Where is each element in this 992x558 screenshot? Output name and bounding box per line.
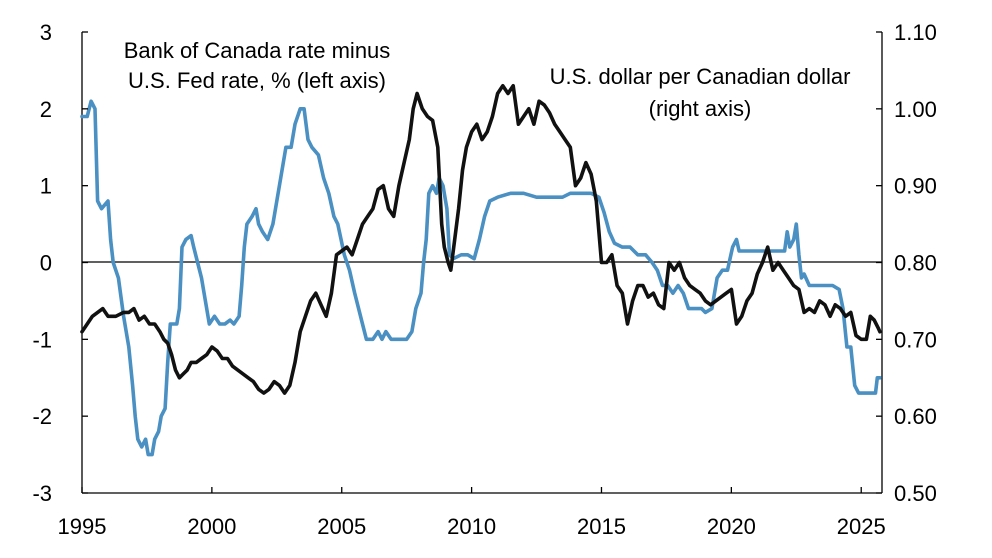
x-tick-label: 2015 [577,514,626,539]
x-tick-label: 2025 [837,514,886,539]
left-y-tick-label: 2 [40,97,52,122]
x-tick-label: 1995 [58,514,107,539]
right-y-tick-label: 1.10 [894,20,937,45]
tick-layer: 3 2 1 0 -1 -2 -3 1.10 1.00 0.90 0.80 0.70 0.60 0.50 19… [32,20,936,539]
right-y-tick-label: 0.90 [894,174,937,199]
left-y-tick-label: 1 [40,174,52,199]
right-y-tick-label: 0.50 [894,481,937,506]
left-y-tick-label: 3 [40,20,52,45]
series-layer [80,84,882,457]
x-tick-label: 2010 [447,514,496,539]
left-y-tick-label: -3 [32,481,52,506]
x-tick-label: 2020 [707,514,756,539]
right-y-tick-label: 0.70 [894,327,937,352]
right-axis-annotation-line-1: U.S. dollar per Canadian dollar [550,64,851,89]
x-tick-label: 2000 [187,514,236,539]
right-y-tick-label: 0.80 [894,251,937,276]
x-tick-label: 2005 [317,514,366,539]
series-line-right-axis [80,84,882,395]
left-y-tick-label: -1 [32,327,52,352]
left-y-tick-label: -2 [32,404,52,429]
left-axis-annotation-line-2: U.S. Fed rate, % (left axis) [128,68,386,93]
right-y-tick-label: 1.00 [894,97,937,122]
right-axis-annotation-line-2: (right axis) [649,96,752,121]
left-axis-annotation-line-1: Bank of Canada rate minus [124,38,391,63]
left-y-tick-label: 0 [40,251,52,276]
series-line-left-axis [80,99,882,457]
right-y-tick-label: 0.60 [894,404,937,429]
